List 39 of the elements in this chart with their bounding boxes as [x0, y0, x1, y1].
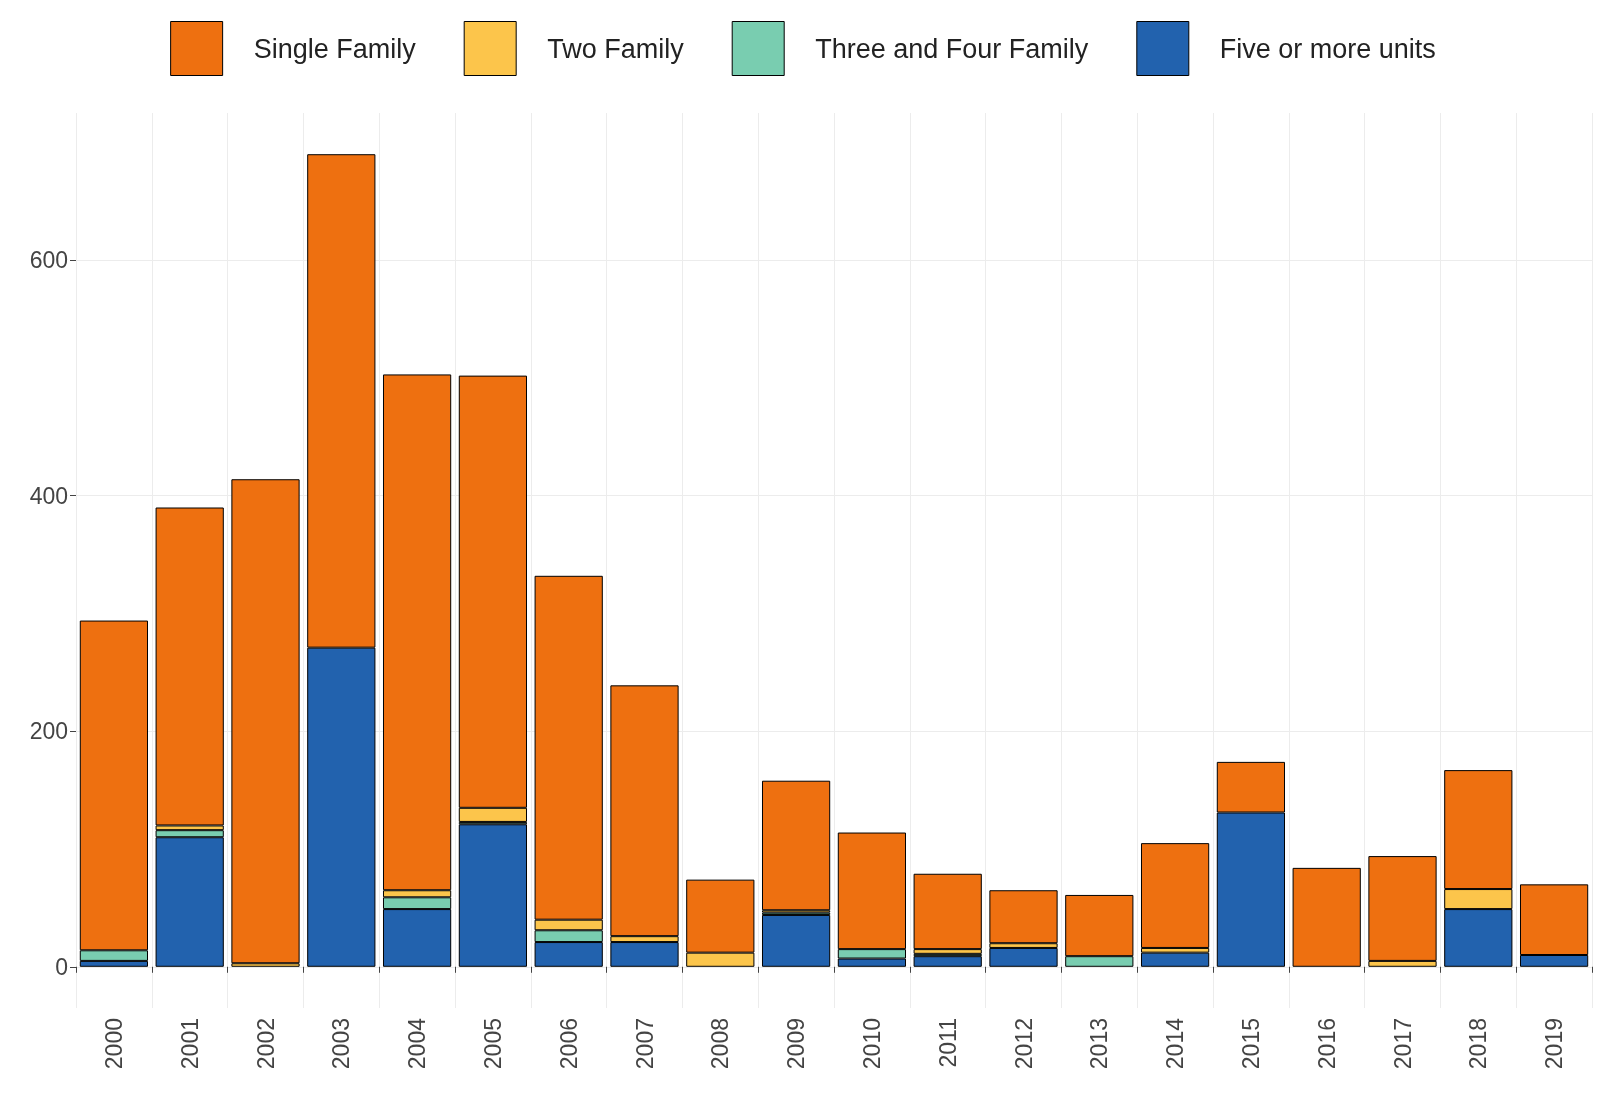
x-tick-label: 2009	[783, 1018, 810, 1070]
bar	[1140, 952, 1210, 967]
bar	[913, 956, 982, 967]
x-tick-label: 2005	[479, 1018, 506, 1070]
y-tick-label: 400	[29, 482, 68, 509]
x-tick-label: 2013	[1086, 1018, 1113, 1070]
x-tick-label: 2004	[404, 1017, 431, 1070]
bar	[989, 947, 1058, 967]
x-tick-label: 2007	[631, 1018, 658, 1070]
x-tick-label: 2010	[858, 1018, 885, 1070]
x-tick-label: 2019	[1541, 1018, 1568, 1070]
bar	[231, 479, 300, 964]
bar	[1292, 867, 1361, 967]
x-tick-label: 2000	[100, 1018, 127, 1070]
legend-label: Three and Four Family	[815, 33, 1089, 64]
bar	[155, 507, 224, 826]
x-tick-label: 2006	[555, 1018, 582, 1070]
x-tick-label: 2016	[1313, 1018, 1340, 1070]
bar	[761, 780, 831, 911]
x-tick-label: 2003	[328, 1018, 355, 1070]
bar	[989, 890, 1058, 944]
x-tick-label: 2018	[1465, 1018, 1492, 1070]
bar	[913, 873, 982, 950]
x-tick-label: 2008	[707, 1018, 734, 1070]
legend-label: Five or more units	[1219, 33, 1436, 64]
y-tick-label: 200	[29, 718, 68, 745]
x-tick-label: 2014	[1162, 1017, 1189, 1070]
x-tick-label: 2002	[252, 1018, 279, 1070]
bar	[458, 824, 528, 967]
x-tick-label: 2001	[176, 1018, 203, 1070]
legend-label: Two Family	[547, 33, 685, 64]
bar	[761, 914, 831, 967]
x-tick-label: 2012	[1010, 1018, 1037, 1070]
legend-label: Single Family	[253, 33, 417, 64]
x-tick-label: 2017	[1389, 1018, 1416, 1070]
y-tick-label: 0	[55, 953, 68, 980]
x-tick-label: 2011	[934, 1018, 961, 1068]
y-tick-label: 600	[29, 247, 68, 274]
x-tick-label: 2015	[1237, 1018, 1264, 1070]
